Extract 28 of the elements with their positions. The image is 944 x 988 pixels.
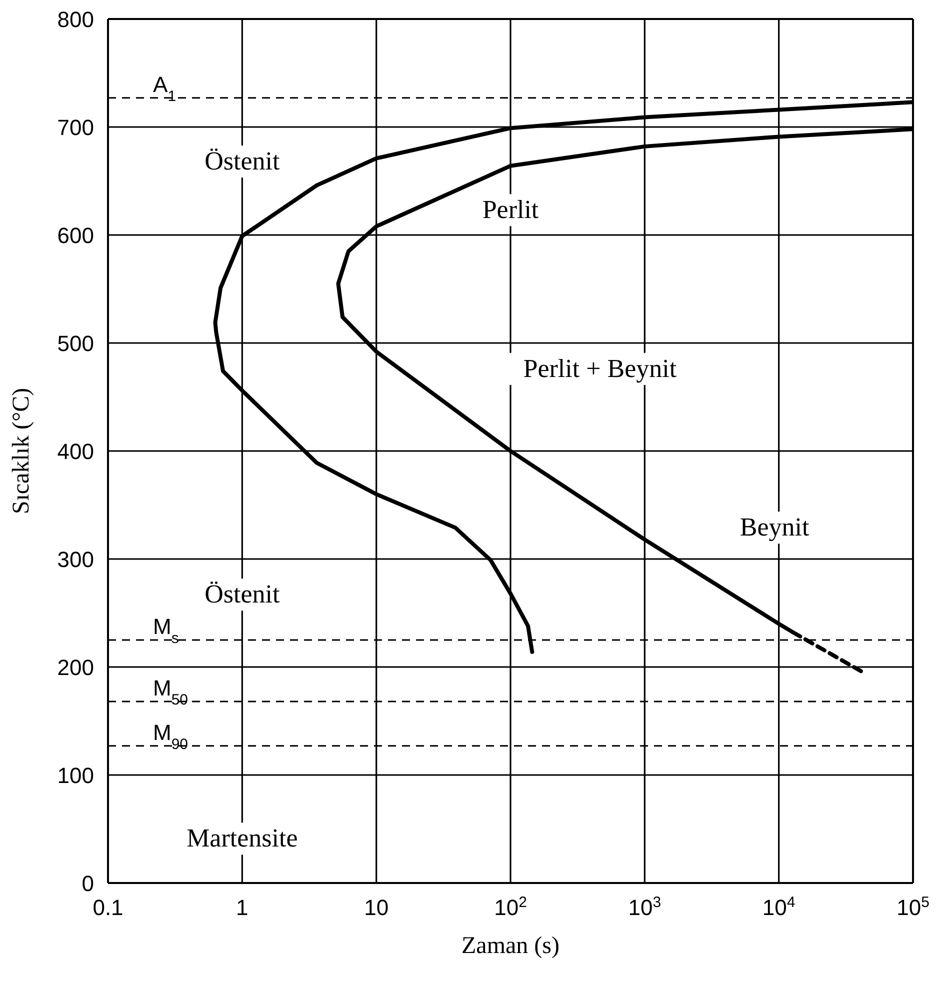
annotation: Östenit (204, 580, 280, 609)
y-tick-label: 500 (57, 331, 94, 356)
y-tick-label: 700 (57, 115, 94, 140)
x-tick-label: 0.1 (92, 895, 124, 920)
annotation: Perlit (482, 195, 540, 224)
y-axis-title: Sıcaklık (°C) (8, 388, 35, 514)
x-tick-label: 10$^{3}$ (628, 894, 662, 920)
y-tick-label: 400 (57, 439, 94, 464)
ref-line-label: A$_{1}$ (153, 72, 176, 104)
annotation: Martensite (186, 824, 298, 853)
ref-line-label: M$_{s}$ (153, 614, 179, 646)
y-tick-label: 200 (57, 655, 94, 680)
y-tick-label: 0 (82, 871, 94, 896)
ref-line-label: M$_{90}$ (153, 720, 188, 752)
annotation: Beynit (740, 512, 810, 542)
x-tick-label: 10$^{2}$ (494, 894, 527, 920)
annotation: Östenit (204, 146, 280, 176)
x-tick-label: 10$^{5}$ (896, 894, 930, 920)
y-tick-label: 100 (57, 763, 94, 788)
y-tick-label: 300 (57, 547, 94, 572)
x-tick-label: 10$^{4}$ (762, 894, 796, 920)
ref-line-label: M$_{50}$ (153, 676, 188, 708)
x-tick-label: 1 (236, 895, 248, 920)
annotation: Perlit + Beynit (523, 354, 678, 383)
y-tick-label: 600 (57, 223, 94, 248)
y-tick-label: 800 (57, 7, 94, 32)
x-tick-label: 10 (364, 895, 389, 920)
x-axis-title: Zaman (s) (462, 933, 560, 959)
